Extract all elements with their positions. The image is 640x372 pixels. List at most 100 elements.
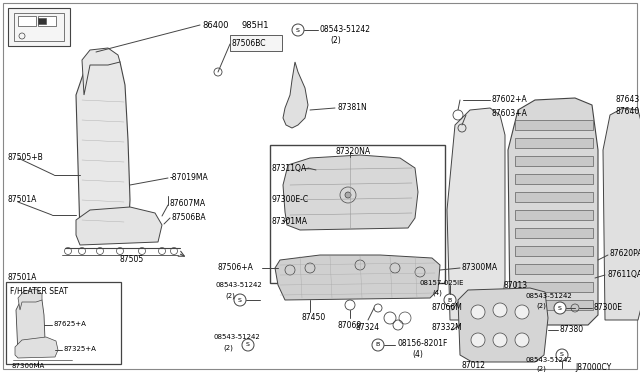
Polygon shape: [82, 48, 120, 95]
Circle shape: [234, 294, 246, 306]
Text: 87506+A: 87506+A: [218, 263, 254, 272]
Text: 87332M: 87332M: [432, 324, 463, 333]
Text: 87380: 87380: [560, 324, 584, 334]
Circle shape: [493, 303, 507, 317]
Bar: [515, 156, 593, 166]
Text: J87000CY: J87000CY: [575, 362, 611, 372]
Text: (2): (2): [330, 35, 340, 45]
Circle shape: [444, 294, 456, 306]
Circle shape: [515, 333, 529, 347]
Polygon shape: [275, 255, 440, 300]
Text: 87625+A: 87625+A: [54, 321, 87, 327]
Text: (4): (4): [432, 290, 442, 296]
Polygon shape: [283, 155, 418, 230]
Text: -87019MA: -87019MA: [170, 173, 209, 182]
Circle shape: [242, 339, 254, 351]
Text: 87324: 87324: [355, 323, 379, 331]
Text: 08543-51242: 08543-51242: [525, 357, 572, 363]
Text: (2): (2): [536, 303, 546, 309]
Bar: [38, 18, 46, 24]
Circle shape: [554, 302, 566, 314]
Text: 08156-8201F: 08156-8201F: [397, 340, 447, 349]
Text: 87311QA: 87311QA: [272, 164, 307, 173]
Text: 87450: 87450: [302, 314, 326, 323]
Text: 87602+A: 87602+A: [492, 94, 528, 103]
Text: 87501A: 87501A: [8, 273, 37, 282]
Text: 08543-51242: 08543-51242: [320, 26, 371, 35]
Text: 08157-025IE: 08157-025IE: [420, 280, 465, 286]
Text: 08543-51242: 08543-51242: [215, 282, 262, 288]
Text: 87381N: 87381N: [337, 103, 367, 112]
Text: 86400: 86400: [202, 20, 228, 29]
Text: 87640+A: 87640+A: [615, 106, 640, 115]
Bar: [14, 13, 64, 41]
Text: 87506BC: 87506BC: [232, 39, 266, 48]
Text: 985H1: 985H1: [242, 20, 269, 29]
Text: 97300E-C: 97300E-C: [272, 196, 309, 205]
Text: 87505: 87505: [120, 256, 144, 264]
Text: S: S: [560, 353, 564, 357]
Polygon shape: [603, 108, 640, 320]
Text: 87611QA: 87611QA: [607, 269, 640, 279]
Bar: [38, 16, 56, 26]
Polygon shape: [76, 55, 130, 235]
Polygon shape: [76, 207, 162, 245]
Text: 87066M: 87066M: [432, 304, 463, 312]
Text: 87620PA: 87620PA: [610, 250, 640, 259]
Polygon shape: [15, 337, 58, 358]
Bar: [515, 210, 593, 220]
Text: 87300MA: 87300MA: [12, 363, 45, 369]
Bar: [18, 16, 36, 26]
Polygon shape: [447, 108, 505, 320]
Bar: [515, 282, 593, 292]
Circle shape: [292, 24, 304, 36]
Bar: [515, 264, 593, 274]
Text: S: S: [296, 28, 300, 32]
Text: 87300E: 87300E: [594, 302, 623, 311]
Polygon shape: [508, 98, 598, 325]
Text: 87505+B: 87505+B: [8, 153, 44, 161]
Text: 87325+A: 87325+A: [64, 346, 97, 352]
Text: S: S: [558, 305, 562, 311]
Text: 87603+A: 87603+A: [492, 109, 528, 118]
Text: (2): (2): [225, 293, 235, 299]
Text: 87069: 87069: [337, 321, 361, 330]
Bar: [6, 282, 121, 364]
Text: 87501A: 87501A: [8, 196, 37, 205]
Text: F/HEATER SEAT: F/HEATER SEAT: [10, 286, 68, 295]
Polygon shape: [18, 289, 42, 310]
Bar: [230, 35, 282, 51]
Circle shape: [471, 305, 485, 319]
Text: 87300MA: 87300MA: [462, 263, 498, 273]
Circle shape: [556, 349, 568, 361]
Bar: [270, 145, 445, 283]
Circle shape: [515, 305, 529, 319]
Text: 08543-51242: 08543-51242: [525, 293, 572, 299]
Text: B: B: [376, 343, 380, 347]
Bar: [515, 174, 593, 184]
Bar: [515, 228, 593, 238]
Bar: [515, 192, 593, 202]
Circle shape: [345, 192, 351, 198]
Text: 87301MA: 87301MA: [272, 218, 308, 227]
Text: 87643+A: 87643+A: [615, 94, 640, 103]
Polygon shape: [16, 295, 45, 355]
Circle shape: [493, 333, 507, 347]
Text: 08543-51242: 08543-51242: [213, 334, 260, 340]
Text: (4): (4): [412, 350, 423, 359]
Text: 87012: 87012: [462, 360, 486, 369]
Text: (2): (2): [536, 366, 546, 372]
Text: (2): (2): [223, 345, 233, 351]
Text: 87607MA: 87607MA: [170, 199, 206, 208]
Bar: [515, 246, 593, 256]
Bar: [515, 138, 593, 148]
Circle shape: [471, 333, 485, 347]
Text: 87320NA: 87320NA: [335, 148, 370, 157]
Text: S: S: [238, 298, 242, 302]
Text: B: B: [448, 298, 452, 302]
Polygon shape: [283, 62, 308, 128]
Bar: [515, 120, 593, 130]
Bar: [8, 8, 70, 46]
Polygon shape: [458, 288, 548, 362]
Text: 87506BA: 87506BA: [172, 214, 207, 222]
